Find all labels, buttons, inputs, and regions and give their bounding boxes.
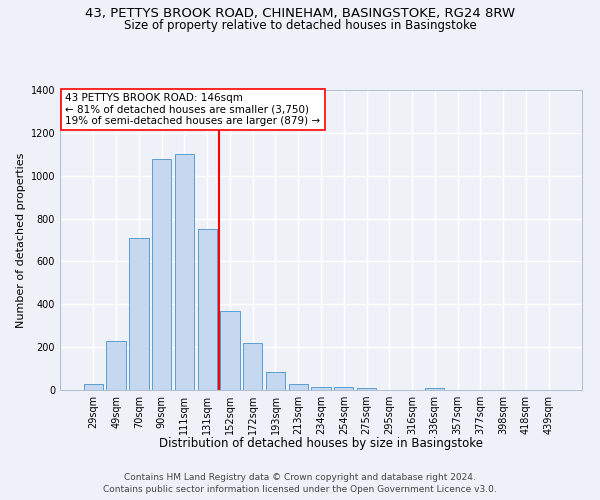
Text: Size of property relative to detached houses in Basingstoke: Size of property relative to detached ho…	[124, 19, 476, 32]
Text: 43, PETTYS BROOK ROAD, CHINEHAM, BASINGSTOKE, RG24 8RW: 43, PETTYS BROOK ROAD, CHINEHAM, BASINGS…	[85, 8, 515, 20]
Text: Contains public sector information licensed under the Open Government Licence v3: Contains public sector information licen…	[103, 485, 497, 494]
Bar	[243, 343, 262, 390]
Text: Distribution of detached houses by size in Basingstoke: Distribution of detached houses by size …	[159, 438, 483, 450]
Bar	[266, 372, 285, 390]
Text: 43 PETTYS BROOK ROAD: 146sqm
← 81% of detached houses are smaller (3,750)
19% of: 43 PETTYS BROOK ROAD: 146sqm ← 81% of de…	[65, 93, 320, 126]
Bar	[357, 388, 376, 390]
Bar	[129, 238, 149, 390]
Bar	[334, 387, 353, 390]
Bar	[289, 384, 308, 390]
Y-axis label: Number of detached properties: Number of detached properties	[16, 152, 26, 328]
Bar	[84, 384, 103, 390]
Bar	[152, 158, 172, 390]
Bar	[175, 154, 194, 390]
Bar	[311, 387, 331, 390]
Bar	[106, 340, 126, 390]
Bar	[197, 230, 217, 390]
Text: Contains HM Land Registry data © Crown copyright and database right 2024.: Contains HM Land Registry data © Crown c…	[124, 472, 476, 482]
Bar	[220, 310, 239, 390]
Bar	[425, 388, 445, 390]
